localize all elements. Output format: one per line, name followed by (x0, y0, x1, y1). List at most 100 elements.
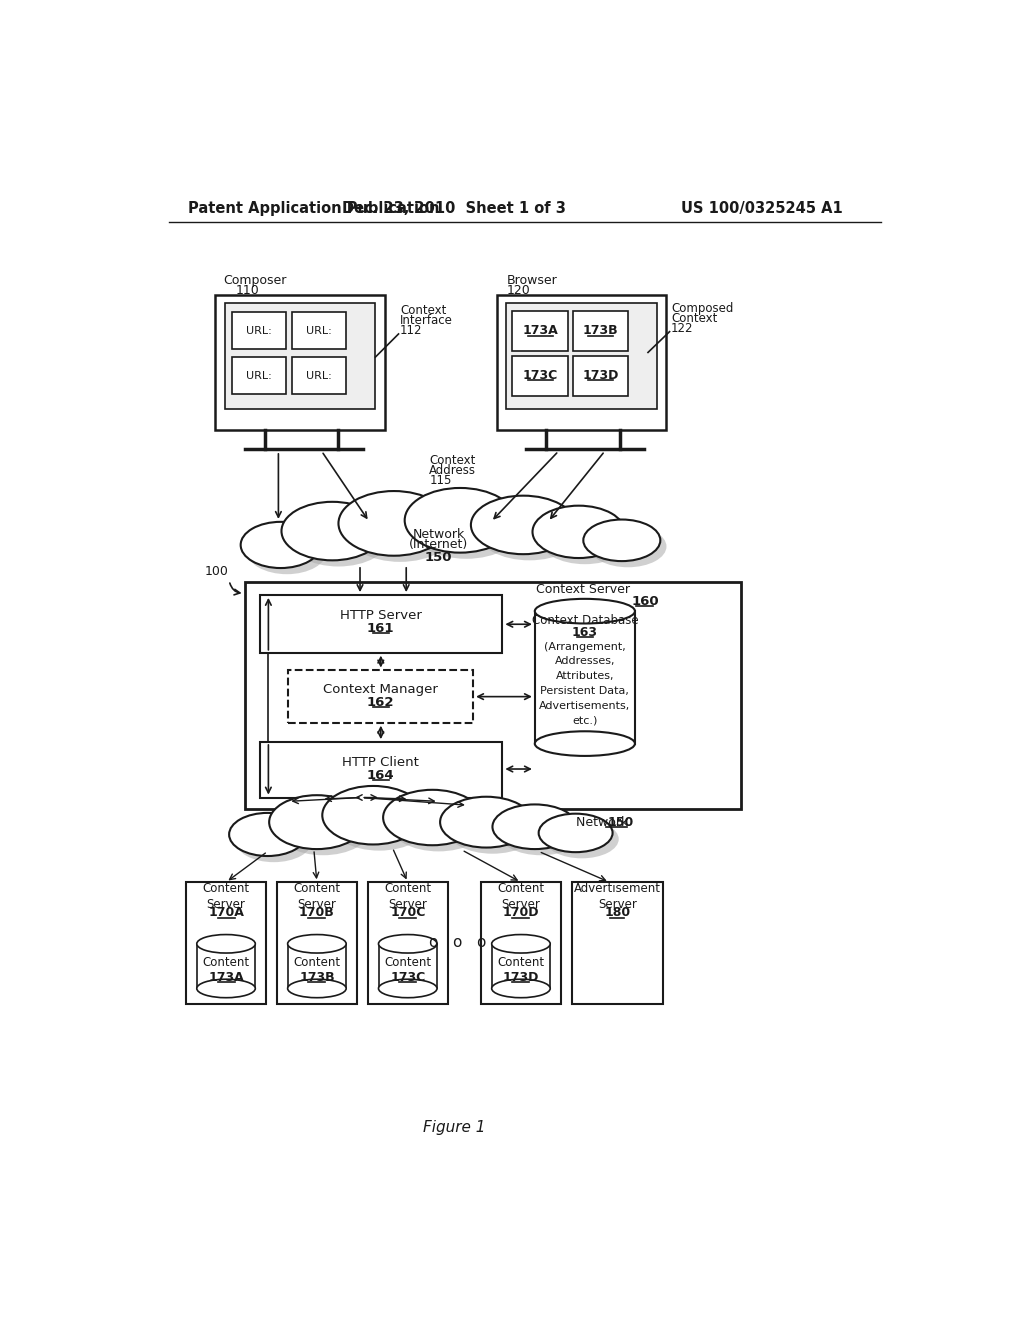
Bar (186, 882, 266, 1003)
Text: Content
Server: Content Server (203, 882, 250, 911)
Ellipse shape (197, 979, 255, 998)
Text: Context: Context (429, 454, 476, 467)
Text: Content: Content (384, 956, 431, 969)
Text: 173D: 173D (582, 370, 618, 381)
Text: o   o   o: o o o (429, 935, 486, 950)
Ellipse shape (539, 512, 631, 564)
Bar (197, 944, 255, 989)
Text: URL:: URL: (306, 371, 332, 380)
Ellipse shape (389, 796, 487, 851)
Text: URL:: URL: (306, 326, 332, 335)
Bar (260, 742, 503, 797)
Bar (481, 882, 561, 1003)
Ellipse shape (493, 804, 578, 849)
Text: Figure 1: Figure 1 (423, 1119, 485, 1135)
Bar (232, 358, 286, 395)
Text: 161: 161 (367, 622, 394, 635)
Text: Content: Content (203, 956, 250, 969)
Ellipse shape (247, 528, 327, 574)
Text: Network: Network (575, 816, 632, 829)
Text: 170B: 170B (299, 907, 335, 920)
Ellipse shape (275, 801, 371, 855)
Ellipse shape (339, 491, 450, 556)
Text: 150: 150 (425, 550, 453, 564)
Text: 173B: 173B (299, 972, 335, 985)
Text: HTTP Client: HTTP Client (342, 755, 419, 768)
Ellipse shape (379, 935, 437, 953)
Text: Content
Server: Content Server (384, 882, 431, 911)
Text: 115: 115 (429, 474, 452, 487)
Ellipse shape (288, 935, 346, 953)
Bar (289, 671, 473, 723)
Ellipse shape (345, 498, 456, 562)
Bar (572, 312, 628, 351)
Bar (260, 595, 503, 653)
Ellipse shape (539, 813, 612, 853)
Ellipse shape (492, 935, 550, 953)
Text: 170A: 170A (208, 907, 244, 920)
Text: 100: 100 (205, 565, 228, 578)
Bar (368, 882, 447, 1003)
Text: Content: Content (498, 956, 545, 969)
Ellipse shape (379, 979, 437, 998)
Bar (292, 313, 346, 350)
Text: 173C: 173C (522, 370, 558, 381)
Text: Composer: Composer (223, 273, 287, 286)
Ellipse shape (477, 502, 582, 561)
Text: Context: Context (400, 305, 446, 317)
Text: Network: Network (413, 528, 465, 541)
Text: 180: 180 (604, 907, 630, 920)
Ellipse shape (404, 488, 515, 553)
Text: Composed: Composed (671, 302, 733, 315)
Ellipse shape (584, 520, 660, 561)
Bar (497, 296, 667, 430)
Text: Advertisement
Server: Advertisement Server (573, 882, 660, 911)
Text: URL:: URL: (247, 326, 272, 335)
Ellipse shape (545, 820, 618, 858)
Text: US 100/0325245 A1: US 100/0325245 A1 (681, 201, 843, 216)
Text: Content
Server: Content Server (498, 882, 545, 911)
Text: 170D: 170D (503, 907, 540, 920)
Text: Context Manager: Context Manager (324, 684, 438, 696)
Ellipse shape (535, 599, 635, 623)
Ellipse shape (499, 810, 584, 855)
Text: 120: 120 (506, 284, 530, 297)
Ellipse shape (383, 789, 481, 845)
Bar (276, 882, 357, 1003)
Bar (288, 944, 346, 989)
Text: Context Database: Context Database (531, 614, 638, 627)
Bar (379, 944, 437, 989)
Ellipse shape (446, 803, 539, 854)
Text: 173C: 173C (390, 972, 425, 985)
Bar (506, 304, 657, 409)
Text: 110: 110 (236, 284, 259, 297)
Text: 173D: 173D (503, 972, 540, 985)
Ellipse shape (471, 496, 575, 554)
Bar (492, 944, 550, 989)
Text: Context Server: Context Server (536, 583, 630, 597)
Text: HTTP Server: HTTP Server (340, 609, 422, 622)
Ellipse shape (492, 979, 550, 998)
Bar (571, 882, 663, 1003)
FancyArrowPatch shape (229, 583, 240, 595)
Text: URL:: URL: (247, 371, 272, 380)
Text: 163: 163 (571, 626, 598, 639)
Ellipse shape (535, 731, 635, 756)
Bar (215, 296, 385, 430)
Text: Context: Context (671, 312, 718, 325)
Ellipse shape (282, 502, 383, 561)
Ellipse shape (323, 785, 424, 845)
Text: 162: 162 (367, 696, 394, 709)
Text: 164: 164 (367, 768, 394, 781)
Ellipse shape (241, 521, 321, 568)
Ellipse shape (411, 494, 521, 558)
Text: 160: 160 (631, 594, 658, 607)
Bar (512, 312, 568, 351)
Text: 122: 122 (671, 322, 693, 335)
Ellipse shape (197, 935, 255, 953)
Text: Browser: Browser (506, 273, 557, 286)
Text: 173A: 173A (208, 972, 244, 985)
Bar (535, 611, 635, 743)
Text: Address: Address (429, 463, 476, 477)
Text: 112: 112 (400, 325, 423, 338)
